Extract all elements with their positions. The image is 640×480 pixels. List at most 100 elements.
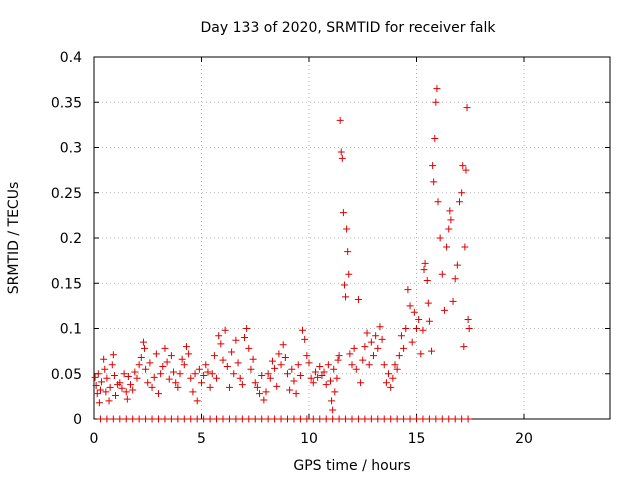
data-point <box>277 361 285 369</box>
y-tick-label: 0.1 <box>60 322 82 338</box>
data-point <box>391 361 399 369</box>
data-point <box>180 415 188 423</box>
data-point <box>354 296 362 304</box>
data-point <box>204 368 212 376</box>
data-point <box>202 361 210 369</box>
data-point <box>374 344 382 352</box>
data-point <box>215 332 223 340</box>
data-point <box>93 390 101 398</box>
data-point <box>148 383 156 391</box>
data-point <box>359 356 367 364</box>
data-point <box>131 368 139 376</box>
data-point <box>161 415 169 423</box>
data-point <box>258 372 266 380</box>
data-point <box>135 415 143 423</box>
data-point <box>415 315 423 323</box>
data-point <box>296 372 304 380</box>
data-point <box>92 382 100 390</box>
data-point <box>464 315 472 323</box>
data-point <box>225 415 233 423</box>
data-point <box>100 355 108 363</box>
data-point <box>290 377 298 385</box>
data-point <box>301 335 309 343</box>
data-point <box>458 415 466 423</box>
data-point <box>225 383 233 391</box>
data-point <box>223 363 231 371</box>
data-point <box>167 352 175 360</box>
data-point <box>96 415 104 423</box>
data-point <box>142 365 150 373</box>
data-point <box>241 334 248 342</box>
y-tick-label: 0.25 <box>51 186 82 202</box>
data-point <box>314 373 322 381</box>
data-point <box>329 415 337 423</box>
data-point <box>334 356 342 364</box>
data-point <box>438 415 446 423</box>
data-point <box>406 415 414 423</box>
y-tick-label: 0.3 <box>60 141 82 157</box>
data-point <box>445 225 453 233</box>
data-point <box>172 379 180 387</box>
data-point <box>431 134 439 142</box>
data-point <box>327 377 334 385</box>
chart-title: Day 133 of 2020, SRMTID for receiver fal… <box>201 20 497 36</box>
x-tick-label: 10 <box>300 431 318 447</box>
data-point <box>299 326 307 334</box>
x-tick-label: 20 <box>515 431 533 447</box>
data-point <box>191 370 199 378</box>
data-point <box>453 261 461 269</box>
data-point <box>189 388 197 396</box>
y-axis: 0 0.05 0.1 0.15 0.2 0.25 0.3 0.35 0.4 <box>51 50 610 428</box>
data-point <box>273 382 281 390</box>
data-point <box>342 415 350 423</box>
data-point <box>433 85 441 93</box>
data-point <box>430 178 438 186</box>
data-point <box>124 372 132 380</box>
data-point <box>174 383 182 391</box>
data-point <box>357 379 365 387</box>
data-point <box>170 368 178 376</box>
data-point <box>96 386 104 394</box>
data-point <box>436 234 444 242</box>
data-point <box>400 344 408 352</box>
data-point <box>307 374 315 382</box>
data-point <box>206 383 214 391</box>
data-point <box>91 373 99 381</box>
data-point <box>309 379 317 387</box>
data-point <box>260 396 268 404</box>
data-point <box>294 361 302 369</box>
data-point <box>249 355 257 363</box>
data-point <box>103 415 111 423</box>
data-point <box>281 353 289 361</box>
data-point <box>382 379 390 387</box>
data-point <box>146 359 154 367</box>
data-point <box>429 162 437 170</box>
data-point <box>328 397 336 405</box>
data-point <box>344 248 352 256</box>
data-point <box>247 365 255 373</box>
data-point <box>210 352 218 360</box>
data-point <box>258 415 266 423</box>
data-point <box>380 361 388 369</box>
data-point <box>279 341 287 349</box>
data-point <box>251 415 259 423</box>
data-point <box>374 415 382 423</box>
data-point <box>290 415 298 423</box>
data-point <box>109 351 117 359</box>
data-point <box>245 415 253 423</box>
y-axis-label: SRMTID / TECUs <box>6 182 22 295</box>
data-point <box>264 370 272 378</box>
data-point <box>165 375 173 383</box>
data-point <box>363 329 371 337</box>
data-point <box>465 325 473 332</box>
data-point <box>372 332 380 340</box>
data-point <box>303 415 311 423</box>
data-point <box>451 275 459 283</box>
data-point <box>410 308 418 316</box>
data-point <box>402 325 410 332</box>
data-point <box>118 384 126 392</box>
data-point <box>129 386 137 394</box>
data-point <box>176 370 184 378</box>
data-point <box>311 368 319 376</box>
data-point <box>200 415 208 423</box>
